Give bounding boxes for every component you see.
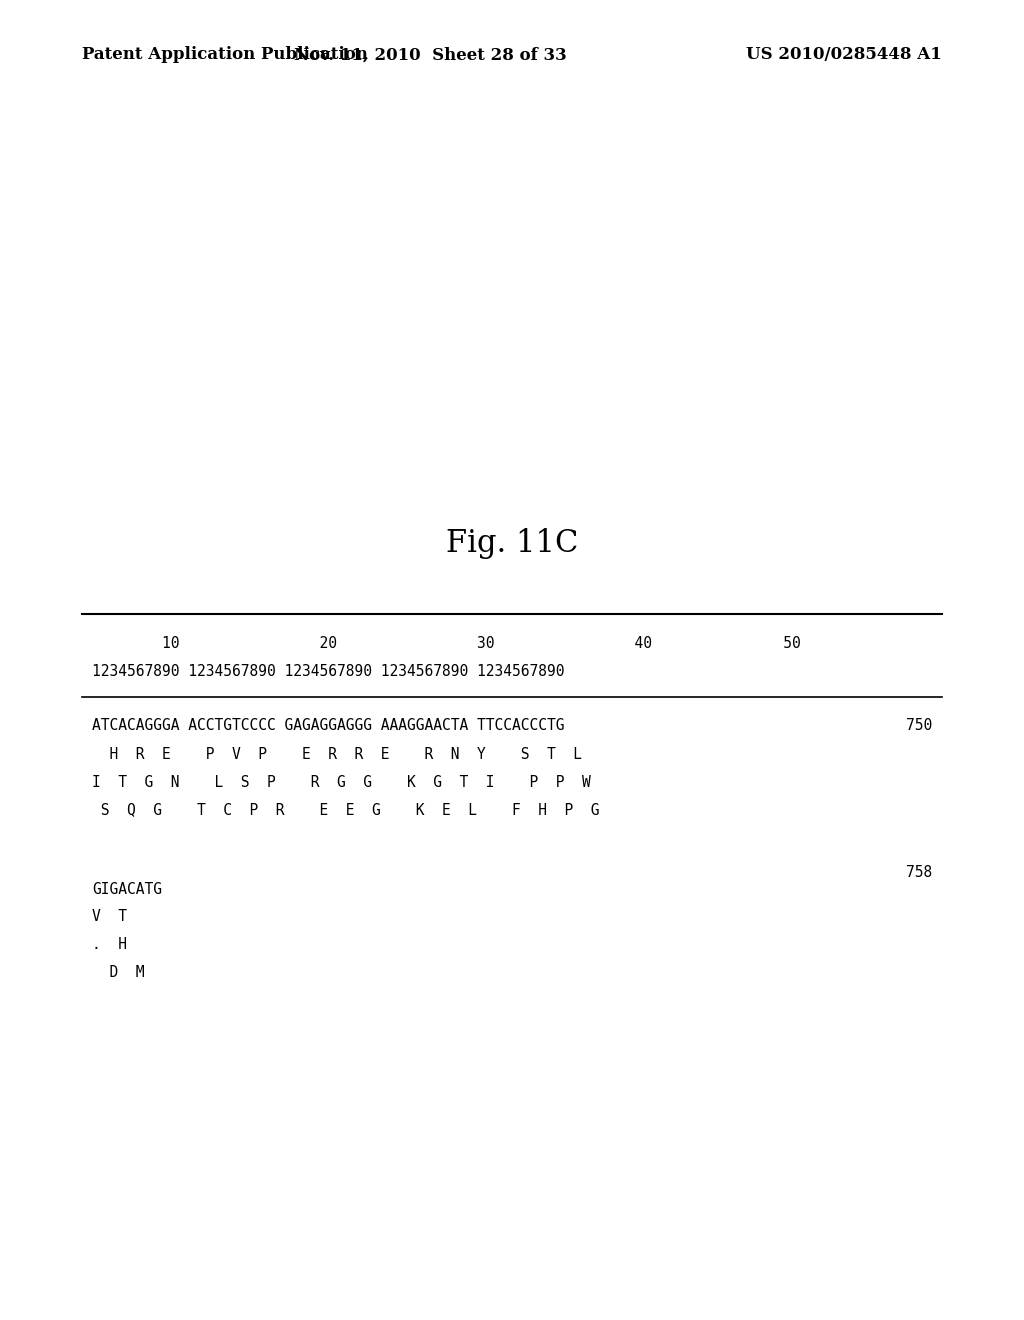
Text: I  T  G  N    L  S  P    R  G  G    K  G  T  I    P  P  W: I T G N L S P R G G K G T I P P W [92, 775, 591, 789]
Text: US 2010/0285448 A1: US 2010/0285448 A1 [746, 46, 942, 63]
Text: ATCACAGGGA ACCTGTCCCC GAGAGGAGGG AAAGGAACTA TTCCACCCTG: ATCACAGGGA ACCTGTCCCC GAGAGGAGGG AAAGGAA… [92, 718, 564, 733]
Text: H  R  E    P  V  P    E  R  R  E    R  N  Y    S  T  L: H R E P V P E R R E R N Y S T L [92, 747, 583, 762]
Text: 1234567890 1234567890 1234567890 1234567890 1234567890: 1234567890 1234567890 1234567890 1234567… [92, 664, 564, 678]
Text: Nov. 11, 2010  Sheet 28 of 33: Nov. 11, 2010 Sheet 28 of 33 [294, 46, 566, 63]
Text: 10                20                30                40               50: 10 20 30 40 50 [92, 636, 801, 651]
Text: GIGACATG: GIGACATG [92, 882, 162, 896]
Text: V  T: V T [92, 909, 127, 924]
Text: .  H: . H [92, 937, 127, 952]
Text: S  Q  G    T  C  P  R    E  E  G    K  E  L    F  H  P  G: S Q G T C P R E E G K E L F H P G [92, 803, 600, 817]
Text: 750: 750 [905, 718, 932, 733]
Text: D  M: D M [92, 965, 144, 979]
Text: Patent Application Publication: Patent Application Publication [82, 46, 368, 63]
Text: Fig. 11C: Fig. 11C [445, 528, 579, 558]
Text: 758: 758 [905, 865, 932, 879]
